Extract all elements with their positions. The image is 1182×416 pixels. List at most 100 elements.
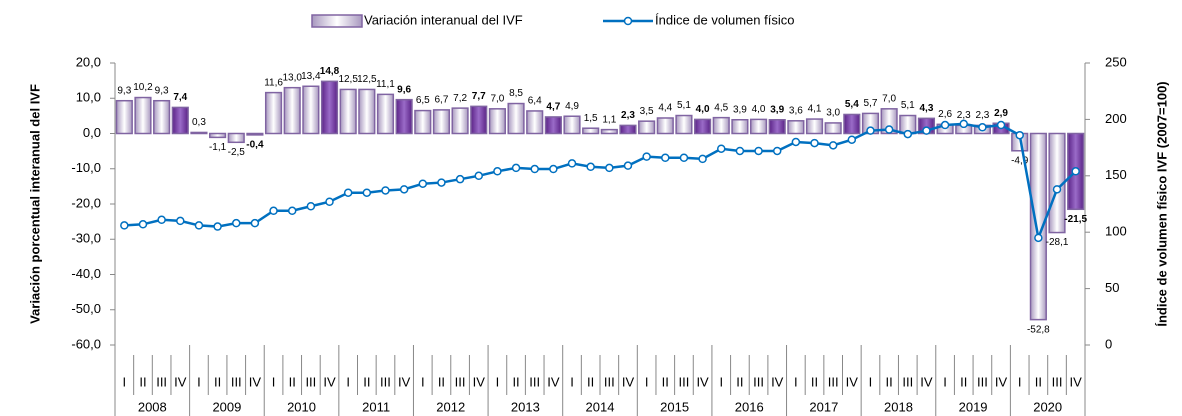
x-tick-label: I (1018, 374, 1022, 389)
line-marker (269, 206, 278, 216)
line-marker (586, 162, 595, 172)
line-marker (661, 153, 670, 163)
line-marker (642, 152, 651, 161)
bar (619, 124, 637, 135)
line-marker (754, 146, 763, 156)
line-marker (866, 126, 875, 135)
x-tick-label: II (1035, 374, 1042, 389)
x-tick-label: III (380, 374, 391, 389)
y2-tick-label: 250 (1105, 54, 1127, 69)
y2-tick-label: 100 (1105, 224, 1127, 239)
data-label: 2,9 (994, 108, 1008, 119)
bar (134, 96, 152, 135)
data-label: 4,7 (546, 102, 560, 113)
line-marker (381, 186, 390, 195)
data-label: 4,4 (658, 103, 672, 114)
y-tick-label: -40,0 (71, 266, 101, 281)
x-tick-label: III (1052, 374, 1063, 389)
data-label: 1,1 (602, 114, 616, 125)
y-axis-label: Variación porcentual interanual del IVF (27, 84, 42, 324)
bar (227, 132, 245, 144)
line-marker (1052, 185, 1062, 194)
data-label: 13,4 (301, 71, 321, 82)
data-label: 3,9 (733, 104, 747, 115)
line-marker (679, 153, 689, 163)
year-label: 2008 (138, 399, 167, 414)
data-label: 4,9 (565, 101, 579, 112)
line-marker (530, 164, 539, 174)
y2-tick-label: 150 (1105, 167, 1127, 182)
bar (843, 113, 861, 135)
line-marker (605, 163, 614, 173)
x-tick-label: I (272, 374, 276, 389)
x-tick-label: I (570, 374, 574, 389)
line-marker (362, 188, 372, 197)
x-tick-label: IV (398, 374, 411, 389)
x-tick-label: IV (920, 374, 933, 389)
line-marker (325, 197, 334, 206)
bar (358, 88, 376, 135)
line-marker (828, 141, 838, 150)
bar (694, 118, 712, 135)
data-label: 5,4 (845, 99, 859, 110)
x-tick-label: IV (547, 374, 560, 389)
line-marker (623, 161, 633, 170)
line-marker (717, 144, 726, 153)
data-label: -4,9 (1011, 155, 1029, 166)
y-tick-label: 0,0 (83, 125, 101, 140)
data-label: 11,1 (376, 79, 395, 90)
x-tick-label: IV (622, 374, 635, 389)
data-label: 0,3 (192, 117, 206, 128)
x-tick-label: I (869, 374, 873, 389)
year-label: 2009 (212, 399, 241, 414)
data-label: 3,9 (770, 104, 784, 115)
data-label: 5,1 (901, 100, 915, 111)
x-tick-label: III (753, 374, 764, 389)
y-tick-label: 10,0 (76, 90, 101, 105)
line-marker (399, 185, 409, 194)
x-tick-label: I (645, 374, 649, 389)
line-marker (922, 126, 931, 135)
x-tick-label: I (421, 374, 425, 389)
x-tick-label: I (197, 374, 201, 389)
line-marker (847, 135, 857, 144)
x-tick-label: II (289, 374, 296, 389)
x-tick-label: I (794, 374, 798, 389)
y-tick-label: -10,0 (71, 160, 101, 175)
data-label: 7,0 (490, 93, 504, 104)
x-tick-label: I (719, 374, 723, 389)
data-label: 8,5 (509, 88, 523, 99)
data-label: 1,5 (584, 113, 598, 124)
x-tick-label: III (902, 374, 913, 389)
year-label: 2015 (660, 399, 689, 414)
data-label: 6,5 (416, 95, 430, 106)
line-marker (418, 179, 428, 188)
data-label: -2,5 (228, 147, 246, 158)
data-label: 4,5 (714, 102, 728, 113)
line-marker (772, 146, 782, 156)
bar (320, 80, 339, 135)
x-tick-label: IV (1070, 374, 1083, 389)
bar (656, 117, 674, 135)
x-tick-label: II (512, 374, 519, 389)
bar (451, 107, 469, 135)
line-marker (176, 216, 185, 226)
x-tick-label: IV (249, 374, 262, 389)
legend-label: Variación interanual del IVF (364, 12, 523, 27)
data-label: 7,2 (453, 93, 467, 104)
x-tick-label: III (305, 374, 316, 389)
line-marker (194, 221, 204, 230)
year-label: 2010 (287, 399, 316, 414)
y-tick-label: 20,0 (76, 54, 101, 69)
bar (768, 119, 786, 135)
bar (115, 99, 133, 135)
line-marker (698, 154, 707, 164)
y2-tick-label: 0 (1105, 336, 1112, 351)
data-label: 7,0 (882, 93, 896, 104)
year-label: 2017 (809, 399, 838, 414)
data-label: 9,3 (117, 85, 131, 96)
data-label: 2,3 (975, 110, 989, 121)
data-label: 14,8 (320, 66, 340, 77)
bar (805, 118, 824, 135)
line-marker (549, 164, 558, 174)
